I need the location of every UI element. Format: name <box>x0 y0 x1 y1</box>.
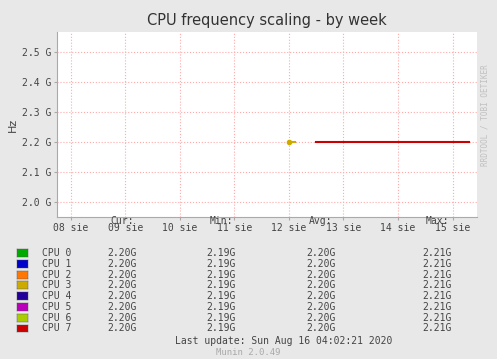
Text: 2.21G: 2.21G <box>422 270 452 280</box>
Text: 2.20G: 2.20G <box>306 323 335 334</box>
Text: 2.21G: 2.21G <box>422 291 452 301</box>
Text: 2.19G: 2.19G <box>206 248 236 258</box>
Text: 2.20G: 2.20G <box>107 280 137 290</box>
Text: 2.20G: 2.20G <box>107 248 137 258</box>
Text: 2.20G: 2.20G <box>306 270 335 280</box>
Text: 2.20G: 2.20G <box>107 259 137 269</box>
Text: 2.21G: 2.21G <box>422 248 452 258</box>
Text: 2.20G: 2.20G <box>306 259 335 269</box>
Text: CPU 0: CPU 0 <box>42 248 72 258</box>
Text: RRDTOOL / TOBI OETIKER: RRDTOOL / TOBI OETIKER <box>481 64 490 166</box>
Y-axis label: Hz: Hz <box>8 118 18 132</box>
Text: 2.19G: 2.19G <box>206 270 236 280</box>
Text: 2.19G: 2.19G <box>206 280 236 290</box>
Text: Max:: Max: <box>425 216 449 227</box>
Text: Munin 2.0.49: Munin 2.0.49 <box>216 348 281 357</box>
Text: 2.21G: 2.21G <box>422 302 452 312</box>
Text: 2.20G: 2.20G <box>306 248 335 258</box>
Text: CPU 6: CPU 6 <box>42 313 72 323</box>
Text: Last update: Sun Aug 16 04:02:21 2020: Last update: Sun Aug 16 04:02:21 2020 <box>174 336 392 346</box>
Text: Cur:: Cur: <box>110 216 134 227</box>
Text: 2.21G: 2.21G <box>422 280 452 290</box>
Text: 2.20G: 2.20G <box>107 323 137 334</box>
Text: Avg:: Avg: <box>309 216 332 227</box>
Text: CPU 2: CPU 2 <box>42 270 72 280</box>
Text: 2.20G: 2.20G <box>306 302 335 312</box>
Text: Min:: Min: <box>209 216 233 227</box>
Text: CPU 7: CPU 7 <box>42 323 72 334</box>
Text: 2.21G: 2.21G <box>422 259 452 269</box>
Text: 2.21G: 2.21G <box>422 323 452 334</box>
Text: 2.20G: 2.20G <box>306 291 335 301</box>
Text: 2.19G: 2.19G <box>206 259 236 269</box>
Text: 2.20G: 2.20G <box>306 280 335 290</box>
Text: CPU 3: CPU 3 <box>42 280 72 290</box>
Title: CPU frequency scaling - by week: CPU frequency scaling - by week <box>147 13 387 28</box>
Text: 2.19G: 2.19G <box>206 302 236 312</box>
Text: 2.20G: 2.20G <box>107 291 137 301</box>
Text: CPU 4: CPU 4 <box>42 291 72 301</box>
Text: 2.21G: 2.21G <box>422 313 452 323</box>
Text: 2.19G: 2.19G <box>206 323 236 334</box>
Text: 2.20G: 2.20G <box>107 313 137 323</box>
Text: CPU 5: CPU 5 <box>42 302 72 312</box>
Text: 2.20G: 2.20G <box>306 313 335 323</box>
Text: 2.20G: 2.20G <box>107 302 137 312</box>
Text: CPU 1: CPU 1 <box>42 259 72 269</box>
Text: 2.19G: 2.19G <box>206 313 236 323</box>
Text: 2.20G: 2.20G <box>107 270 137 280</box>
Text: 2.19G: 2.19G <box>206 291 236 301</box>
